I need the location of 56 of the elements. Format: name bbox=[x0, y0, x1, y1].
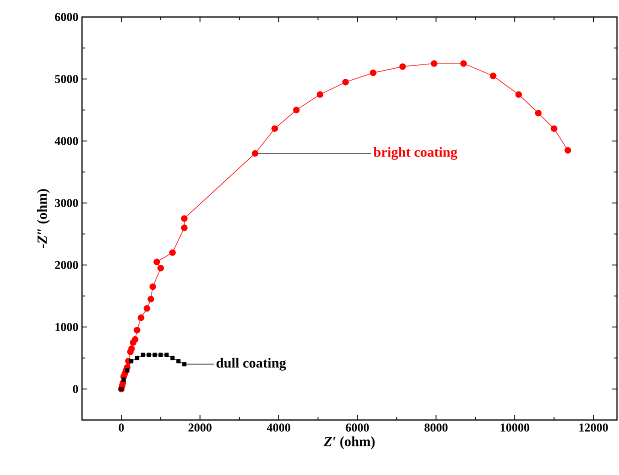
point bbox=[140, 352, 146, 357]
point bbox=[153, 258, 160, 266]
point bbox=[122, 378, 126, 382]
point bbox=[176, 359, 180, 364]
point bbox=[399, 63, 406, 70]
point bbox=[252, 150, 258, 157]
point bbox=[535, 110, 542, 116]
x-tick-label: 10000 bbox=[500, 424, 530, 432]
point bbox=[342, 78, 349, 86]
y-tick-label: 3000 bbox=[55, 198, 78, 208]
point bbox=[129, 359, 134, 364]
y-tick-label: 2000 bbox=[55, 260, 78, 270]
point bbox=[564, 147, 572, 154]
point bbox=[148, 296, 154, 302]
point bbox=[152, 352, 157, 357]
point bbox=[132, 336, 138, 343]
y-tick-label: 5000 bbox=[55, 74, 78, 84]
y-tick-label: 4000 bbox=[54, 136, 78, 146]
point bbox=[128, 345, 135, 352]
y-tick-label: 1000 bbox=[56, 322, 78, 332]
point bbox=[150, 283, 156, 290]
point bbox=[515, 91, 522, 98]
x-tick-label: 2000 bbox=[188, 424, 212, 432]
point bbox=[316, 91, 324, 98]
point bbox=[182, 362, 186, 366]
x-tick-label: 0 bbox=[118, 424, 124, 432]
point bbox=[430, 60, 438, 67]
point bbox=[490, 72, 496, 80]
point bbox=[146, 352, 151, 357]
y-tick-label: 0 bbox=[72, 384, 78, 394]
point bbox=[170, 356, 175, 360]
point bbox=[180, 215, 188, 222]
point bbox=[144, 305, 150, 312]
point bbox=[550, 125, 558, 132]
y-axis-title: -Z″ (ohm) bbox=[37, 189, 50, 248]
x-tick-label: 6000 bbox=[346, 424, 369, 432]
point bbox=[164, 352, 169, 357]
point bbox=[293, 106, 300, 114]
point bbox=[169, 249, 176, 256]
point bbox=[134, 356, 140, 360]
point bbox=[460, 60, 467, 67]
point bbox=[157, 264, 164, 272]
x-axis-title: Z′ (ohm) bbox=[324, 436, 375, 450]
x-tick-label: 12000 bbox=[579, 424, 608, 432]
point bbox=[134, 326, 140, 334]
point bbox=[125, 368, 130, 372]
point bbox=[370, 70, 376, 76]
point bbox=[138, 314, 144, 321]
point bbox=[271, 125, 278, 132]
x-tick-label: 4000 bbox=[266, 424, 290, 432]
annotation: dull coating bbox=[216, 358, 286, 371]
x-tick-label: 8000 bbox=[424, 424, 448, 432]
y-tick-label: 6000 bbox=[54, 12, 78, 22]
point bbox=[180, 224, 188, 232]
annotation: bright coating bbox=[374, 147, 458, 160]
point bbox=[158, 352, 163, 357]
